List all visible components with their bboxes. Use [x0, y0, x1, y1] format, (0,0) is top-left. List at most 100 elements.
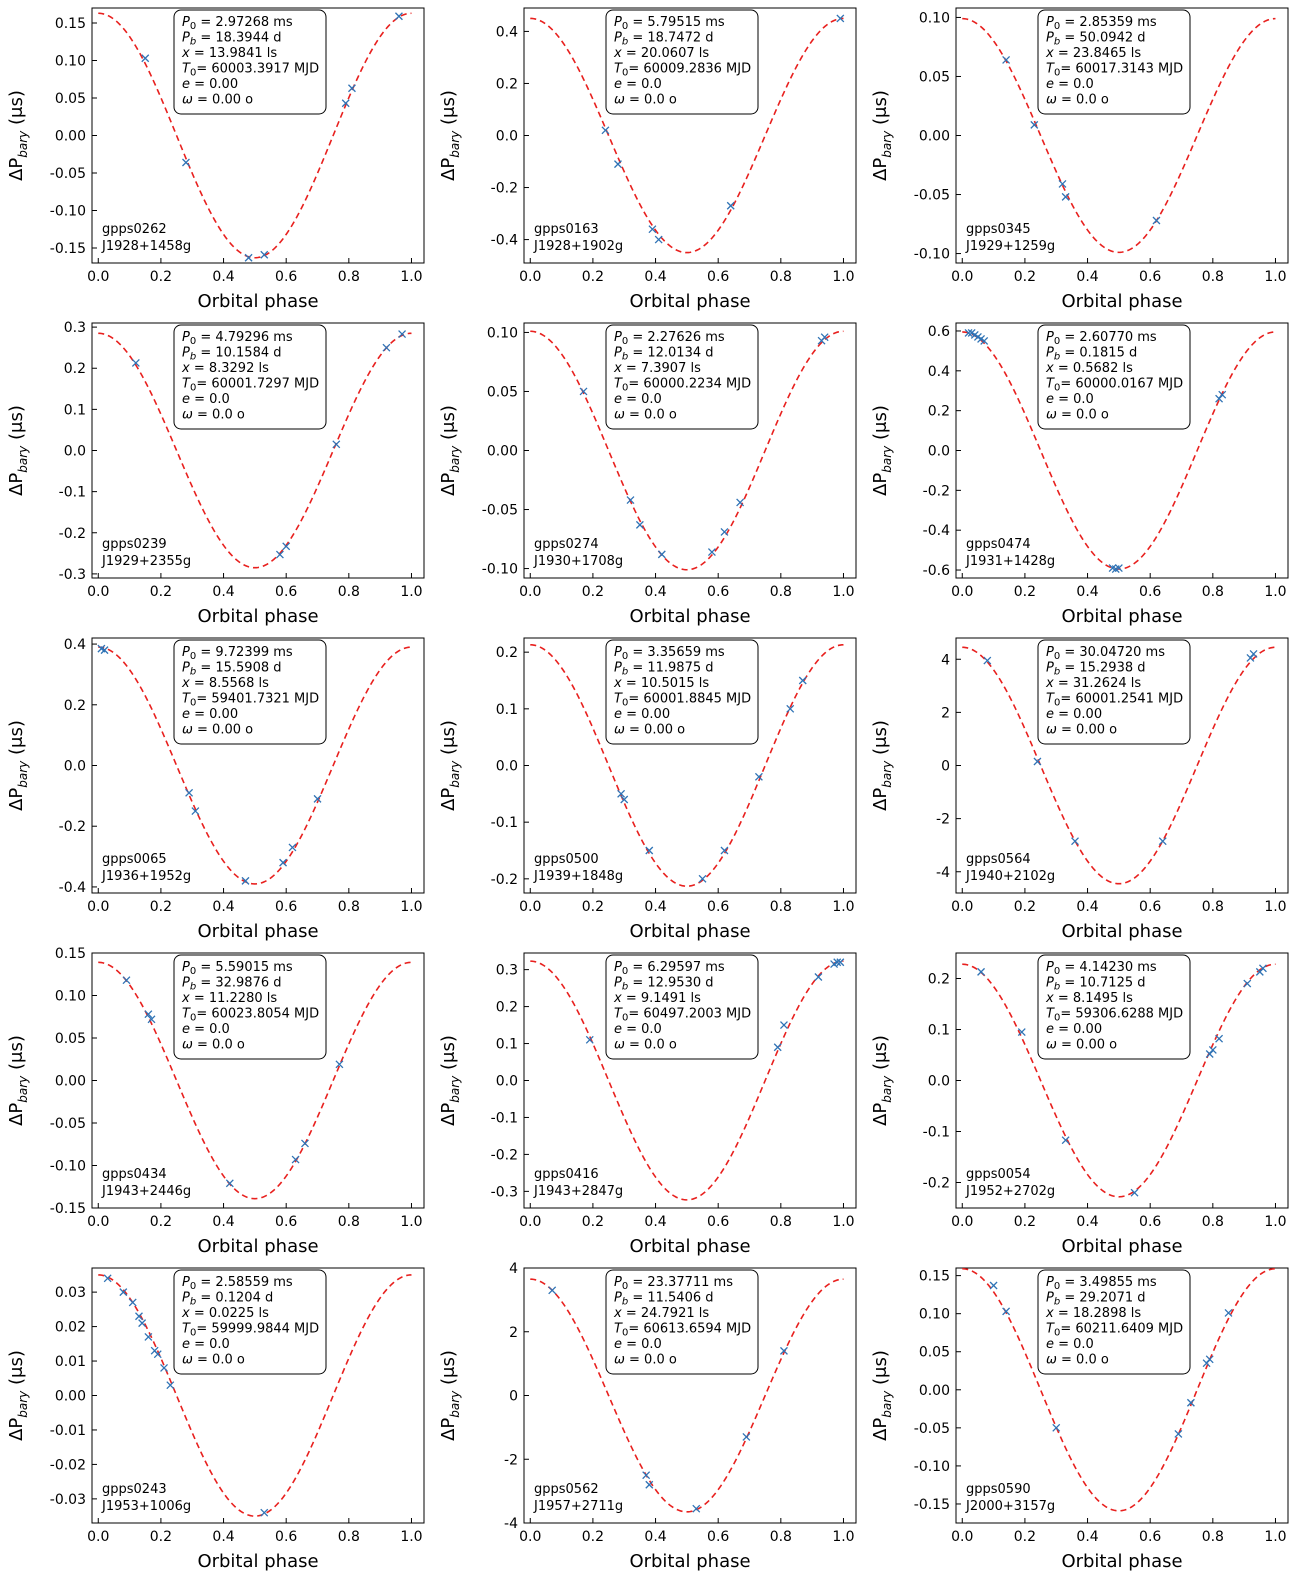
x-tick-label: 0.2 — [1014, 899, 1036, 915]
x-tick-label: 0.6 — [707, 1214, 729, 1230]
data-point-stroke — [1224, 1308, 1233, 1317]
pulsar-name-label: J1952+2702g — [965, 1184, 1055, 1199]
pulsar-id-label: gpps0590 — [966, 1482, 1031, 1497]
param-subscript: 0 — [190, 68, 196, 79]
data-point-stroke — [780, 1346, 788, 1355]
x-tick-label: 0.8 — [770, 1214, 792, 1230]
param-value: = 4.14230 ms — [1060, 960, 1157, 975]
x-tick-label: 0.8 — [1202, 269, 1224, 285]
data-point-stroke — [1108, 564, 1117, 572]
param-value: = 60497.2003 MJD — [628, 1007, 751, 1022]
param-value: = 9.1491 ls — [622, 991, 701, 1006]
param-value: = 2.85359 ms — [1060, 15, 1157, 30]
data-point — [720, 846, 729, 855]
data-point-stroke — [282, 542, 291, 551]
pulsar-id-label: gpps0416 — [534, 1167, 599, 1182]
data-point — [341, 99, 350, 108]
params-line: P0 = 3.35659 ms — [614, 645, 725, 662]
params-line: x = 0.0225 ls — [181, 1306, 269, 1321]
data-point — [692, 1504, 701, 1513]
params-box — [605, 954, 759, 1060]
data-point-stroke — [1061, 1136, 1070, 1145]
param-value: = 0.0 o — [625, 93, 677, 108]
param-symbol: x — [1045, 361, 1054, 376]
x-tick-label: 0.4 — [212, 899, 234, 915]
y-tick-label: 0.15 — [55, 16, 86, 32]
params-line: x = 7.3907 ls — [613, 361, 701, 376]
param-subscript: b — [1054, 352, 1060, 363]
y-axis-title-sub: bary — [16, 1390, 30, 1418]
param-value: = 30.04720 ms — [1060, 645, 1165, 660]
data-point-stroke — [332, 440, 341, 449]
data-point — [135, 1312, 143, 1321]
param-subscript: 0 — [190, 966, 196, 977]
pulsar-id-label: gpps0262 — [102, 222, 167, 237]
x-tick-label: 1.0 — [400, 584, 422, 600]
x-axis-title: Orbital phase — [629, 291, 750, 312]
params-box — [173, 324, 327, 430]
x-tick-label: 0.0 — [87, 269, 109, 285]
y-tick-label: -2 — [504, 1452, 518, 1468]
x-tick-label: 0.4 — [644, 899, 666, 915]
y-tick-label: 0.00 — [55, 1389, 86, 1405]
x-tick-label: 1.0 — [832, 1529, 854, 1545]
data-point-stroke — [144, 1332, 153, 1341]
x-tick-label: 0.8 — [338, 899, 360, 915]
data-point — [798, 676, 807, 685]
param-value: = 23.8465 ls — [1054, 46, 1142, 61]
param-symbol: P — [1046, 1275, 1054, 1290]
chart-panel-gpps0274: 0.0 0.2 0.4 0.6 0.8 1.0 0.10 0.05 0.00 -0.05 -0.10… — [432, 315, 864, 630]
params-line: ω = 0.00 o — [182, 93, 253, 108]
param-symbol: T — [614, 377, 623, 392]
x-tick-label: 0.6 — [707, 269, 729, 285]
param-value: = 12.9530 d — [628, 976, 713, 991]
data-point — [1152, 216, 1161, 225]
chart-svg: 0.0 0.2 0.4 0.6 0.8 1.0 0.3 0.2 0.1 0.0 -0.1 -0.2 -0… — [6, 320, 425, 627]
data-point — [780, 1021, 788, 1030]
plot-area: 0.0 0.2 0.4 0.6 0.8 1.0 0.6 0.4 0.2 0.0 -0.2 -0.4 -0… — [870, 322, 1289, 627]
x-tick-label: 0.4 — [1076, 1529, 1098, 1545]
y-tick-label: -0.10 — [482, 562, 518, 578]
param-symbol: P — [1046, 1291, 1054, 1306]
data-point-stroke — [185, 788, 194, 797]
x-tick-label: 0.0 — [951, 1214, 973, 1230]
params-box — [173, 9, 327, 115]
params-line: e = 0.0 — [614, 1337, 662, 1352]
y-tick-label: 0 — [941, 759, 950, 775]
param-symbol: ω — [1046, 1038, 1057, 1053]
y-axis-title: ΔPbary (μs) — [6, 720, 30, 811]
param-symbol: e — [182, 392, 190, 407]
params-line: P0 = 5.59015 ms — [182, 960, 293, 977]
x-tick-label: 0.6 — [707, 1529, 729, 1545]
x-tick-label: 0.0 — [519, 1529, 541, 1545]
y-axis-title: ΔPbary (μs) — [870, 1035, 894, 1126]
param-subscript: 0 — [622, 1328, 628, 1339]
data-point — [1017, 1028, 1026, 1037]
data-point — [100, 646, 109, 655]
chart-svg: 0.0 0.2 0.4 0.6 0.8 1.0 0.2 0.1 0.0 -0.1 -0.2 Orbit… — [438, 637, 857, 942]
data-point-stroke — [980, 336, 989, 345]
param-value: = 2.27626 ms — [628, 330, 725, 345]
y-axis-title-unit: (μs) — [6, 405, 27, 446]
data-point — [288, 843, 297, 852]
data-point — [153, 1350, 162, 1359]
y-axis-title-sub: bary — [880, 1390, 894, 1418]
param-symbol: x — [181, 1306, 190, 1321]
x-tick-label: 0.0 — [519, 1214, 541, 1230]
params-line: T0= 59999.9844 MJD — [182, 1322, 319, 1339]
param-symbol: P — [182, 346, 190, 361]
params-line: P0 = 2.60770 ms — [1046, 330, 1157, 347]
param-value: = 0.00 — [190, 77, 238, 92]
y-tick-label: 0.01 — [55, 1354, 86, 1370]
param-subscript: 0 — [1054, 1281, 1060, 1292]
params-box — [173, 639, 327, 745]
data-point — [1061, 1136, 1070, 1145]
param-symbol: P — [182, 15, 190, 30]
data-point-stroke — [1002, 1307, 1011, 1316]
y-axis-title-main: ΔP — [870, 158, 891, 181]
chart-svg: 0.0 0.2 0.4 0.6 0.8 1.0 0.15 0.10 0.05 0.00 -0.05 -… — [6, 946, 425, 1257]
param-value: = 10.1584 d — [196, 346, 281, 361]
data-point — [141, 54, 150, 63]
data-point-stroke — [836, 14, 845, 23]
param-symbol: T — [1046, 1322, 1055, 1337]
